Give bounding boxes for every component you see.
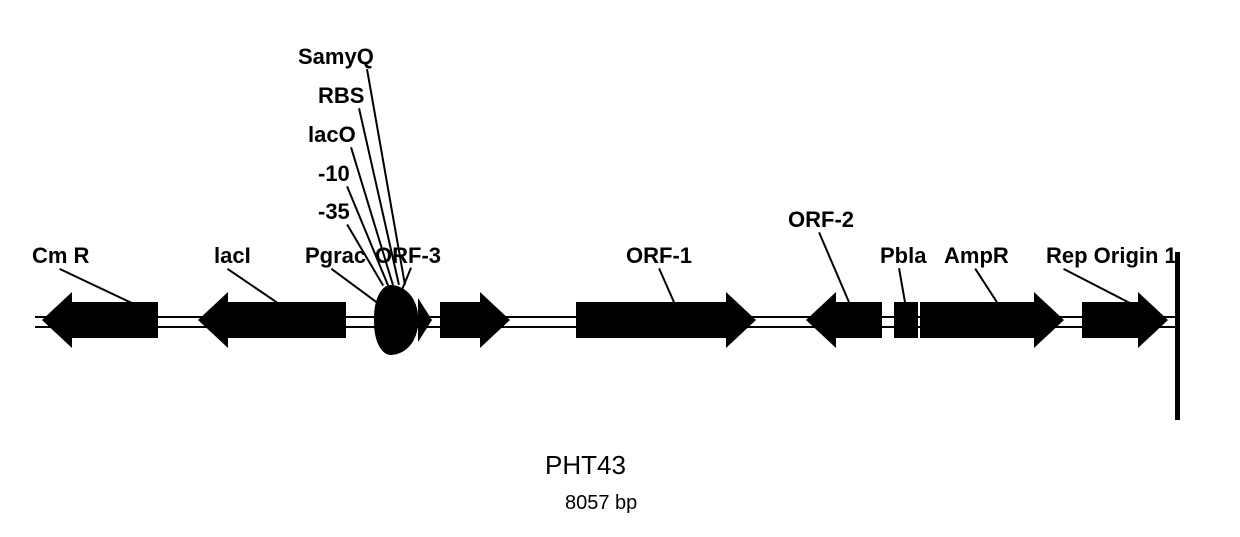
feature-laci-head [198, 292, 228, 348]
feature-orf-2-head [806, 292, 836, 348]
feature-f9-body [440, 302, 480, 338]
leader-line [331, 268, 378, 304]
feature-laci-body [228, 302, 346, 338]
feature-label-laco: lacO [308, 122, 356, 148]
feature-orf-1-body [576, 302, 726, 338]
leader-line [898, 268, 906, 302]
feature-orf-3-cluster-head [418, 298, 432, 342]
feature-label-cm-r: Cm R [32, 243, 89, 269]
feature-ampr-head [1034, 292, 1064, 348]
leader-line [658, 268, 675, 303]
feature-orf-3-cluster [374, 285, 418, 355]
feature-label-orf-1: ORF-1 [626, 243, 692, 269]
end-bar [1175, 252, 1180, 420]
leader-line [974, 268, 998, 303]
leader-line [1063, 268, 1130, 304]
feature-label-rep-origin-1: Rep Origin 1 [1046, 243, 1177, 269]
plasmid-size: 8057 bp [565, 492, 637, 515]
feature-cm-r-head [42, 292, 72, 348]
feature-label-35: -35 [318, 199, 350, 225]
feature-rep-origin-1-head [1138, 292, 1168, 348]
feature-label-10: -10 [318, 161, 350, 187]
feature-label-pbla: Pbla [880, 243, 926, 269]
feature-label-laci: lacI [214, 243, 251, 269]
plasmid-name: PHT43 [545, 450, 626, 481]
feature-ampr-body [920, 302, 1034, 338]
feature-rep-origin-1-body [1082, 302, 1138, 338]
feature-label-rbs: RBS [318, 83, 364, 109]
feature-label-ampr: AmpR [944, 243, 1009, 269]
feature-f9-head [480, 292, 510, 348]
feature-cm-r-body [72, 302, 158, 338]
feature-orf-2-body [836, 302, 882, 338]
feature-label-pgrac: Pgrac [305, 243, 366, 269]
feature-label-samyq: SamyQ [298, 44, 374, 70]
feature-label-orf-2: ORF-2 [788, 207, 854, 233]
feature-orf-1-head [726, 292, 756, 348]
feature-pbla-box [894, 302, 918, 338]
leader-line [227, 268, 278, 304]
feature-label-orf-3: ORF-3 [375, 243, 441, 269]
